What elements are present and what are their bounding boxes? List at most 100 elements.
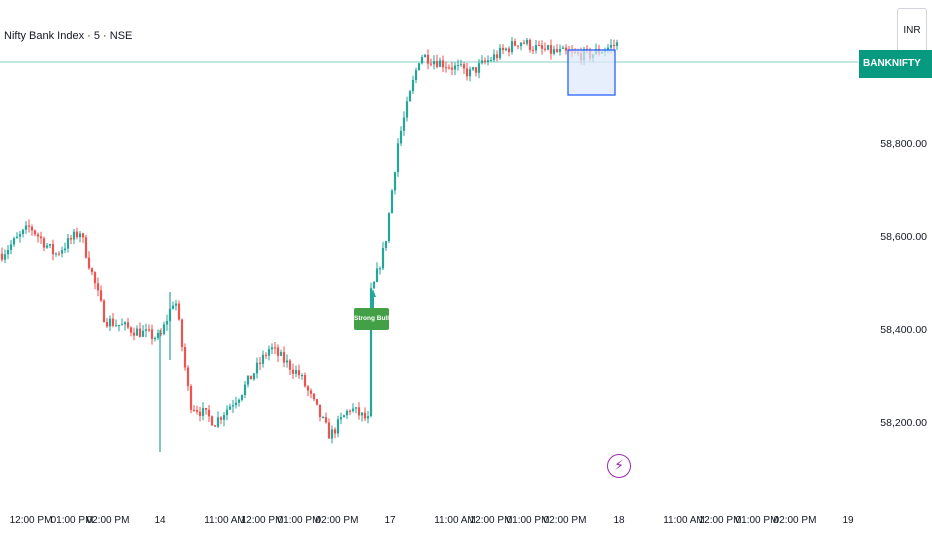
candle-body	[552, 49, 556, 54]
currency-button[interactable]: INR	[897, 8, 927, 52]
candle-body	[63, 248, 67, 251]
candle-body	[66, 238, 70, 249]
x-tick-label: 01:00 PM	[51, 515, 94, 526]
strong-bullish-signal-label[interactable]: Strong Bullish 1	[354, 308, 389, 330]
candle-body	[87, 257, 91, 269]
candle-body	[180, 319, 184, 348]
candle-body	[210, 416, 214, 426]
candle-body	[306, 386, 310, 391]
candle-body	[558, 48, 562, 52]
candle-body	[255, 362, 259, 374]
candle-body	[267, 349, 271, 356]
candle-body	[300, 375, 304, 377]
candle-body	[249, 375, 253, 380]
candle-body	[114, 325, 118, 327]
candle-body	[315, 399, 319, 405]
candle-body	[240, 394, 244, 400]
x-tick-label: 02:00 PM	[544, 515, 587, 526]
candle-body	[219, 417, 223, 420]
candle-body	[423, 54, 427, 58]
y-tick-label: 58,600.00	[880, 231, 927, 243]
lightning-bolt-icon[interactable]: ⚡	[607, 454, 631, 478]
candle-body	[264, 354, 268, 356]
candle-body	[369, 288, 373, 417]
candle-body	[135, 328, 139, 336]
candle-body	[75, 231, 79, 238]
candle-body	[375, 268, 379, 282]
candle-body	[372, 281, 376, 289]
candle-body	[525, 39, 529, 44]
candle-body	[213, 425, 217, 427]
candle-body	[234, 402, 238, 406]
candle-body	[381, 247, 385, 269]
x-tick-label: 12:00 PM	[10, 515, 53, 526]
candle-body	[39, 236, 43, 239]
candle-body	[474, 67, 478, 73]
candle-body	[354, 407, 358, 409]
price-tag-banknifty: BANKNIFTY	[859, 50, 932, 78]
candle-body	[501, 47, 505, 51]
candle-body	[345, 410, 349, 416]
candle-body	[606, 47, 610, 51]
candle-body	[51, 244, 55, 255]
candle-body	[36, 234, 40, 237]
candle-body	[390, 190, 394, 214]
selection-rectangle[interactable]	[567, 49, 616, 96]
signal-arrow	[370, 289, 376, 297]
y-axis[interactable]: 58,800.00 58,600.00 58,400.00 58,200.00	[880, 138, 927, 429]
candle-body	[0, 253, 4, 260]
candle-body	[165, 321, 169, 325]
candle-body	[360, 412, 364, 416]
candle-body	[153, 337, 157, 339]
candle-body	[378, 268, 382, 270]
candle-body	[303, 375, 307, 387]
candle-body	[150, 329, 154, 339]
candle-body	[291, 369, 295, 374]
candle-body	[171, 305, 175, 309]
candle-body	[99, 290, 103, 301]
y-tick-label: 58,200.00	[880, 417, 927, 429]
candle-body	[477, 63, 481, 73]
candle-body	[447, 67, 451, 69]
candle-body	[363, 412, 367, 419]
candle-body	[471, 67, 475, 70]
candle-body	[237, 399, 241, 403]
x-tick-label: 12:00 PM	[241, 515, 284, 526]
candle-body	[327, 422, 331, 439]
candle-body	[483, 60, 487, 63]
candle-body	[528, 39, 532, 50]
candle-body	[432, 61, 436, 65]
candle-body	[252, 373, 256, 380]
candle-body	[126, 322, 130, 328]
candle-body	[192, 409, 196, 411]
candle-body	[399, 130, 403, 144]
candle-body	[405, 101, 409, 118]
candle-body	[216, 417, 220, 427]
x-tick-label: 02:00 PM	[774, 515, 817, 526]
candle-body	[435, 61, 439, 67]
candle-body	[81, 233, 85, 238]
candle-body	[228, 406, 232, 410]
candle-body	[480, 60, 484, 64]
x-tick-label: 12:00 PM	[470, 515, 513, 526]
candle-body	[522, 42, 526, 44]
candle-body	[486, 60, 490, 63]
candle-body	[3, 254, 7, 260]
x-tick-label: 01:00 PM	[736, 515, 779, 526]
candle-body	[504, 48, 508, 51]
x-tick-label: 01:00 PM	[507, 515, 550, 526]
candle-body	[231, 405, 235, 407]
candle-body	[96, 283, 100, 291]
candle-body	[33, 230, 37, 235]
candle-body	[138, 328, 142, 337]
candle-body	[333, 429, 337, 434]
candle-body	[222, 415, 226, 420]
candle-body	[351, 408, 355, 412]
candle-body	[396, 143, 400, 173]
candle-body	[42, 238, 46, 248]
candle-body	[60, 250, 64, 254]
candle-body	[117, 325, 121, 327]
candle-body	[561, 47, 565, 49]
